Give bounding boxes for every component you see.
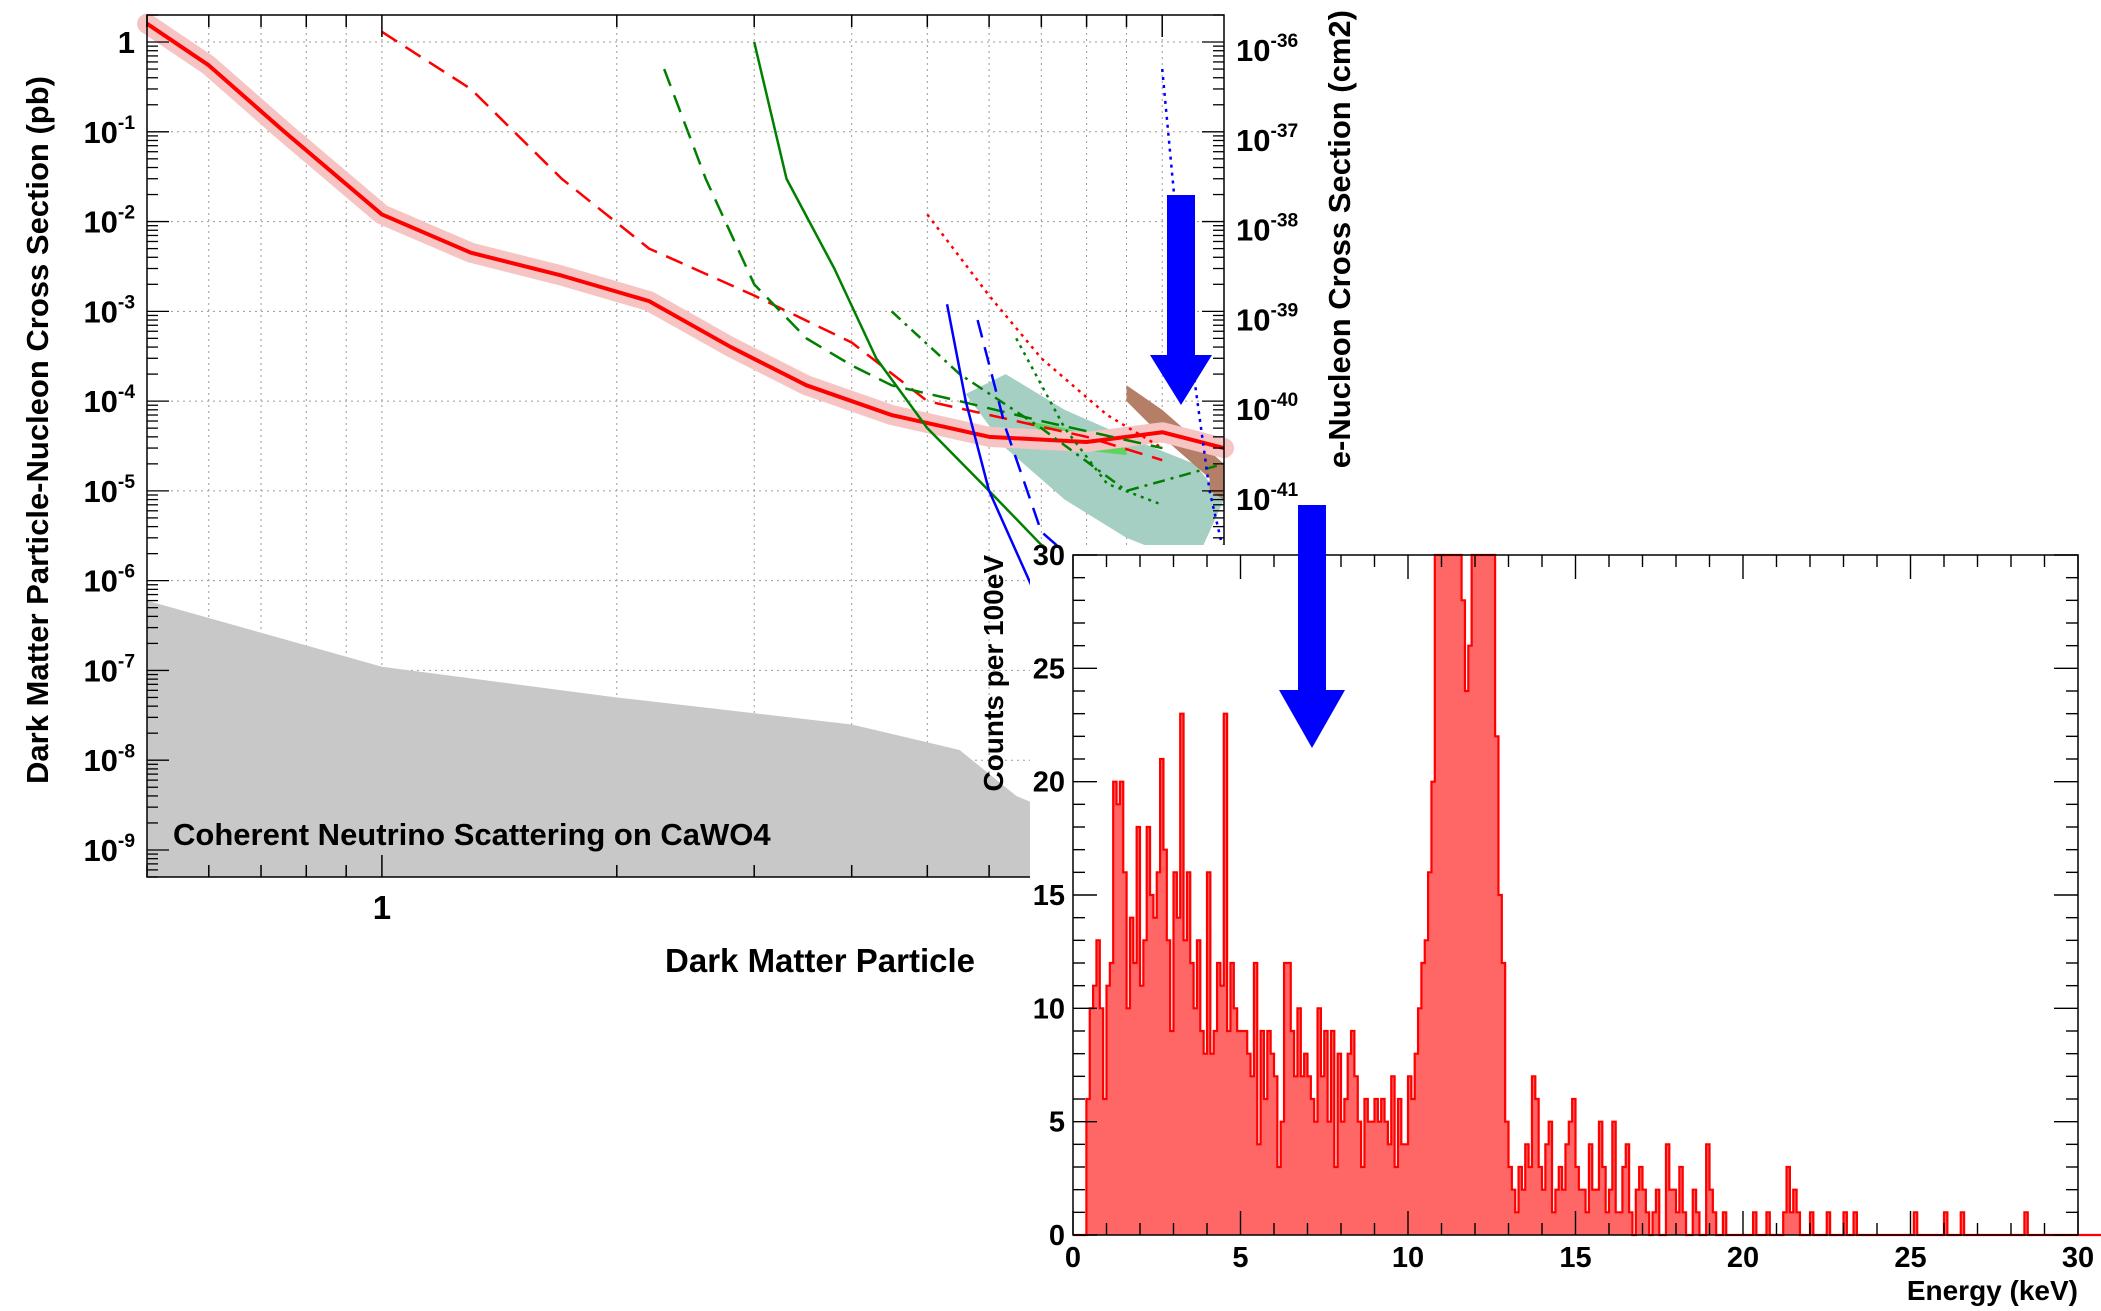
y-tick-label: 30 bbox=[1033, 540, 1065, 572]
limit-curve bbox=[890, 310, 1225, 493]
y-tick-label: 10-7 bbox=[83, 651, 135, 688]
y-tick-label: 10-1 bbox=[83, 113, 135, 150]
inset-y-axis-label: Counts per 100eV bbox=[978, 555, 1009, 792]
signal-region bbox=[1209, 467, 1224, 500]
exclusion-ticks: 10-9 10-8 10-7 10-6 10-5 10-4 10-3 10-2 10-1 1 10-… bbox=[83, 14, 1299, 926]
y-tick-label: 10-9 bbox=[83, 831, 135, 868]
peak-arrow bbox=[1279, 505, 1345, 748]
y-tick-label: 25 bbox=[1033, 653, 1065, 685]
y-tick-label: 20 bbox=[1033, 767, 1065, 799]
x-tick-label: 0 bbox=[1065, 1242, 1081, 1274]
histogram-fill bbox=[1073, 555, 2101, 1235]
limit-arrow-shape bbox=[1150, 195, 1212, 405]
y-right-tick-label: 10-39 bbox=[1236, 300, 1298, 337]
exclusion-x-axis-label: Dark Matter Particle bbox=[665, 942, 975, 979]
peak-arrow-shape bbox=[1279, 505, 1345, 748]
exclusion-plot: 10-9 10-8 10-7 10-6 10-5 10-4 10-3 10-2 10-1 1 10-… bbox=[20, 10, 1357, 979]
y-tick-label: 5 bbox=[1049, 1107, 1065, 1139]
inset-x-axis-label: Energy (keV) bbox=[1907, 1275, 2078, 1306]
neutrino-floor-region bbox=[147, 600, 1224, 877]
y-right-tick-label: 10-36 bbox=[1236, 31, 1298, 68]
y-tick-label: 15 bbox=[1033, 880, 1065, 912]
y-tick-label: 0 bbox=[1049, 1220, 1065, 1252]
y-right-tick-label: 10-37 bbox=[1236, 121, 1298, 158]
x-tick-label: 30 bbox=[2062, 1242, 2094, 1274]
x-tick-label: 1 bbox=[373, 889, 391, 926]
y-right-tick-label: 10-40 bbox=[1236, 390, 1298, 427]
y-tick-label: 10-3 bbox=[83, 292, 135, 329]
y-tick-label: 10-5 bbox=[83, 472, 135, 509]
exclusion-right-axis-label: e-Nucleon Cross Section (cm2) bbox=[1322, 10, 1357, 468]
limit-curve bbox=[1015, 337, 1163, 506]
energy-spectrum-inset: 0 5 10 15 20 25 30 0 5 10 15 20 25 30 Energy (keV) Co… bbox=[978, 505, 2101, 1311]
y-tick-label: 10 bbox=[1033, 993, 1065, 1025]
y-tick-label: 1 bbox=[118, 25, 135, 60]
exclusion-curves bbox=[137, 13, 1234, 789]
y-tick-label: 10-2 bbox=[83, 203, 135, 240]
neutrino-floor-fill bbox=[147, 600, 1224, 877]
exclusion-y-axis-label: Dark Matter Particle-Nucleon Cross Secti… bbox=[20, 76, 55, 784]
limit-arrow bbox=[1150, 195, 1212, 405]
exclusion-plot-frame bbox=[146, 14, 1225, 878]
inset-ticks: 0 5 10 15 20 25 30 0 5 10 15 20 25 30 bbox=[1033, 540, 2094, 1274]
x-tick-label: 25 bbox=[1894, 1242, 1926, 1274]
limit-curve bbox=[1160, 68, 1226, 554]
y-tick-label: 10-8 bbox=[83, 741, 135, 778]
y-tick-label: 10-6 bbox=[83, 562, 135, 599]
neutrino-annotation: Coherent Neutrino Scattering on CaWO4 bbox=[173, 817, 771, 852]
limit-curve bbox=[381, 30, 1163, 462]
limit-curve bbox=[145, 22, 1225, 450]
x-tick-label: 15 bbox=[1559, 1242, 1591, 1274]
x-tick-label: 10 bbox=[1392, 1242, 1424, 1274]
y-right-tick-label: 10-41 bbox=[1236, 480, 1299, 517]
limit-curve bbox=[662, 68, 1163, 450]
y-tick-label: 10-4 bbox=[83, 382, 135, 419]
y-right-tick-label: 10-38 bbox=[1236, 211, 1299, 248]
x-tick-label: 5 bbox=[1232, 1242, 1248, 1274]
x-tick-label: 20 bbox=[1727, 1242, 1759, 1274]
